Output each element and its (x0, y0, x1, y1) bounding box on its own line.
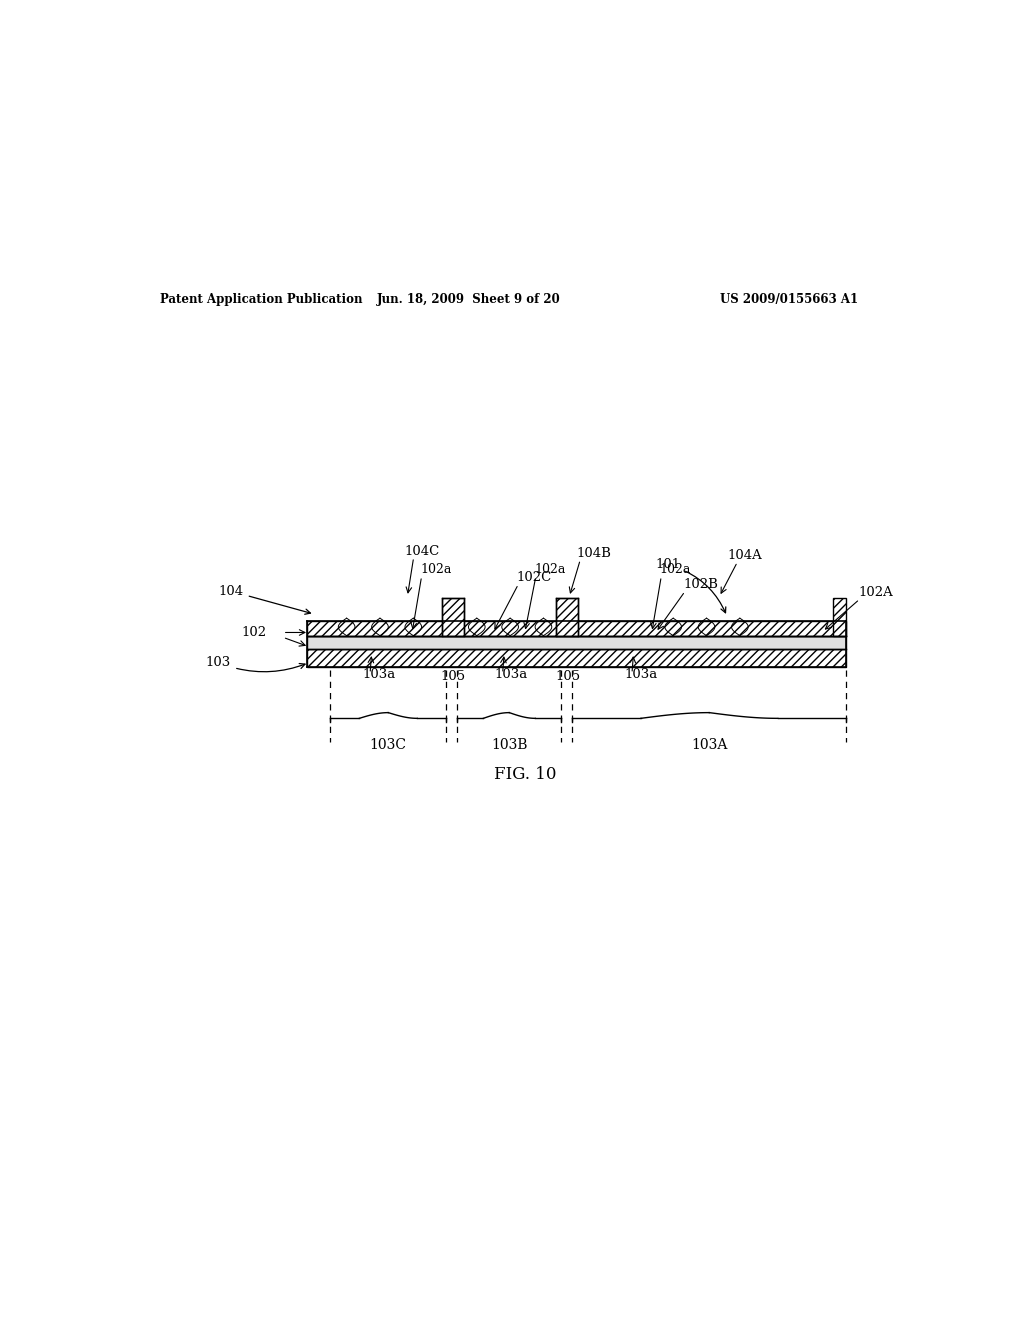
Bar (833, 598, 846, 636)
Text: 101: 101 (655, 558, 726, 612)
Text: 102a: 102a (420, 564, 452, 577)
Bar (306, 620, 846, 636)
Text: 102C: 102C (517, 572, 552, 585)
Bar (556, 598, 578, 636)
Text: 102B: 102B (684, 578, 719, 591)
Text: 105: 105 (555, 671, 581, 684)
Text: 104: 104 (218, 585, 310, 614)
Text: 105: 105 (440, 671, 465, 684)
Text: 103a: 103a (362, 668, 395, 681)
Text: 104C: 104C (404, 545, 439, 558)
Text: 104B: 104B (577, 546, 611, 560)
Text: 102: 102 (242, 626, 267, 639)
Text: 103C: 103C (370, 738, 407, 752)
Text: 102a: 102a (659, 564, 691, 577)
Text: 103a: 103a (495, 668, 528, 681)
Bar (442, 620, 465, 638)
Text: 102a: 102a (535, 564, 565, 577)
Bar (306, 636, 846, 649)
Text: 103: 103 (206, 656, 305, 672)
Text: 104A: 104A (727, 549, 762, 562)
Text: Patent Application Publication: Patent Application Publication (160, 293, 362, 306)
Bar (442, 598, 465, 636)
Text: 102A: 102A (858, 586, 893, 598)
Text: 103B: 103B (492, 738, 527, 752)
Text: US 2009/0155663 A1: US 2009/0155663 A1 (720, 293, 858, 306)
Text: 103a: 103a (624, 668, 657, 681)
Bar (556, 620, 578, 638)
Text: Jun. 18, 2009  Sheet 9 of 20: Jun. 18, 2009 Sheet 9 of 20 (378, 293, 561, 306)
Bar (306, 649, 846, 667)
Text: 103A: 103A (691, 738, 727, 752)
Text: FIG. 10: FIG. 10 (494, 766, 556, 783)
